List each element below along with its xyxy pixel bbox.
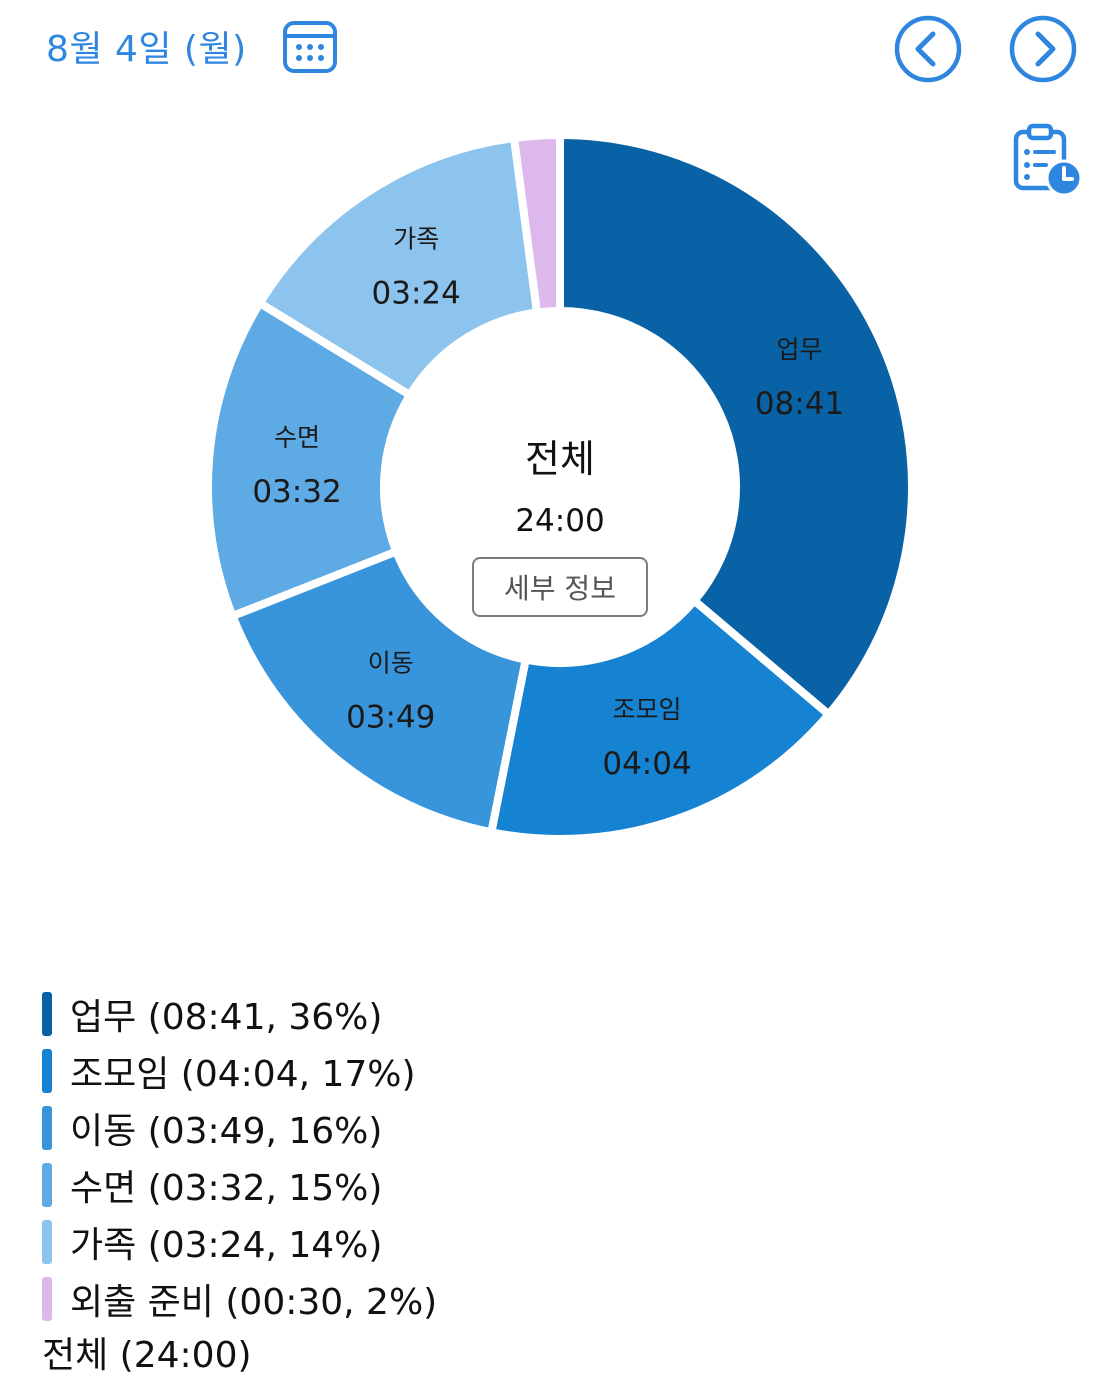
donut-slice-0[interactable] [556,131,916,719]
date-title[interactable]: 8월 4일 (월) [46,29,247,70]
legend-label: 외출 준비 (00:30, 2%) [70,1281,438,1323]
legend-swatch [42,1162,52,1207]
slice-label-name: 이동 [368,649,414,678]
legend-label: 이동 (03:49, 16%) [70,1110,383,1152]
slice-label-name: 가족 [393,225,439,254]
slice-label-time: 04:04 [602,746,691,782]
legend-swatch [42,1219,52,1264]
donut-slices [204,131,916,843]
legend-total: 전체 (24:00) [42,1335,252,1376]
legend-items: 업무 (08:41, 36%) 조모임 (04:04, 17%) 이동 (03:49… [42,985,437,1327]
center-total: 24:00 [515,503,604,539]
legend: 업무 (08:41, 36%) 조모임 (04:04, 17%) 이동 (03:49… [42,985,437,1384]
chevron-left-circle-icon[interactable] [893,14,963,84]
calendar-icon[interactable] [282,20,338,74]
slice-label-time: 03:49 [346,700,435,736]
legend-label: 수면 (03:32, 15%) [70,1167,383,1209]
legend-swatch [42,991,52,1036]
legend-item: 가족 (03:24, 14%) [42,1213,437,1270]
slice-label-name: 업무 [777,335,823,364]
legend-label: 업무 (08:41, 36%) [70,996,383,1038]
donut-slice-1[interactable] [487,596,833,843]
slice-label-name: 조모임 [613,695,682,724]
legend-item: 수면 (03:32, 15%) [42,1156,437,1213]
center-title: 전체 [525,437,595,481]
legend-item: 조모임 (04:04, 17%) [42,1042,437,1099]
slice-label-time: 08:41 [755,386,844,422]
donut-slice-4[interactable] [255,134,542,400]
clipboard-clock-icon[interactable] [1010,122,1084,198]
chevron-right-circle-icon[interactable] [1008,14,1078,84]
slice-label-name: 수면 [274,423,320,452]
slice-label-time: 03:24 [372,276,461,312]
legend-swatch [42,1105,52,1150]
slice-label-time: 03:32 [252,474,341,510]
detail-button[interactable]: 세부 정보 [472,557,648,617]
donut-slice-2[interactable] [228,547,530,837]
chart-area: 업무 08:41 조모임 04:04 이동 03:49 수면 03:32 가족 03:24 전체 … [0,100,1120,860]
header: 8월 4일 (월) [0,0,1120,100]
legend-label: 가족 (03:24, 14%) [70,1224,383,1266]
legend-item: 이동 (03:49, 16%) [42,1099,437,1156]
legend-item: 업무 (08:41, 36%) [42,985,437,1042]
donut-slice-5[interactable] [510,131,564,317]
donut-slice-3[interactable] [204,299,414,621]
legend-label: 조모임 (04:04, 17%) [70,1053,416,1095]
legend-swatch [42,1276,52,1321]
donut-slice-labels: 업무 08:41 조모임 04:04 이동 03:49 수면 03:32 가족 03:24 [252,225,844,783]
legend-swatch [42,1048,52,1093]
legend-item: 외출 준비 (00:30, 2%) [42,1270,437,1327]
